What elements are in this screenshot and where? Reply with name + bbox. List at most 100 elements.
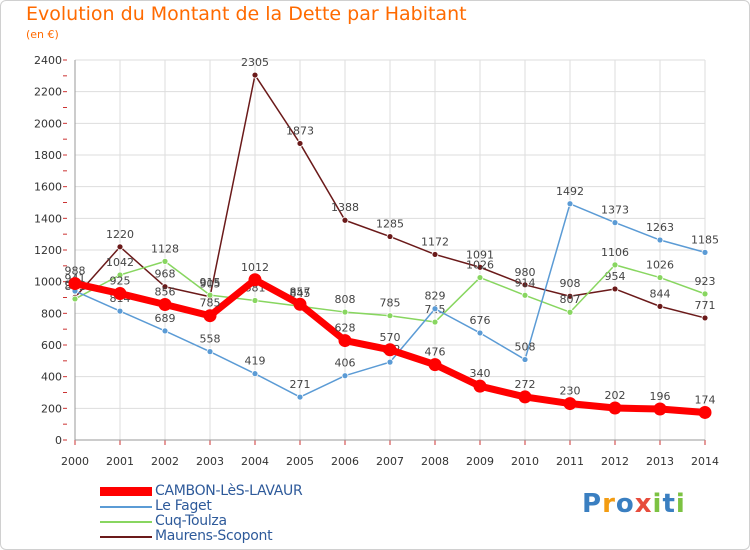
y-tick-label: 1800 (34, 149, 62, 162)
data-label-maurens-scopont: 954 (605, 270, 626, 283)
data-label-le-faget: 676 (470, 314, 491, 327)
data-point-maurens-scopont (611, 285, 619, 293)
data-point-maurens-scopont (251, 71, 259, 79)
data-point-maurens-scopont (296, 140, 304, 147)
data-point-cambon-l-s-lavaur (608, 401, 622, 415)
data-point-le-faget (251, 370, 259, 378)
x-tick-label: 2014 (691, 455, 719, 468)
data-label-cambon-l-s-lavaur: 174 (695, 393, 716, 406)
y-tick-label: 2400 (34, 54, 62, 67)
data-point-cambon-l-s-lavaur (338, 334, 352, 348)
x-tick-label: 2013 (646, 455, 674, 468)
data-label-maurens-scopont: 844 (650, 287, 671, 300)
data-point-maurens-scopont (656, 302, 664, 310)
data-point-le-faget (476, 329, 484, 337)
y-tick-label: 1400 (34, 212, 62, 225)
data-label-maurens-scopont: 968 (155, 268, 176, 281)
data-label-maurens-scopont: 1873 (286, 124, 314, 137)
data-point-cuq-toulza (161, 257, 169, 265)
x-tick-label: 2004 (241, 455, 269, 468)
data-label-cambon-l-s-lavaur: 196 (650, 390, 671, 403)
data-point-maurens-scopont (341, 216, 349, 224)
data-label-le-faget: 1492 (556, 185, 584, 198)
x-tick-label: 2011 (556, 455, 584, 468)
data-point-cambon-l-s-lavaur (698, 405, 712, 419)
data-label-cuq-toulza: 785 (380, 297, 401, 310)
data-label-cuq-toulza: 1026 (466, 259, 494, 272)
legend-swatch-le-faget (100, 506, 152, 508)
data-point-le-faget (566, 200, 574, 208)
data-label-cambon-l-s-lavaur: 988 (65, 265, 86, 278)
data-point-cuq-toulza (476, 274, 484, 281)
data-label-cambon-l-s-lavaur: 856 (155, 285, 176, 298)
data-point-cambon-l-s-lavaur (383, 343, 397, 357)
data-label-cuq-toulza: 1042 (106, 256, 134, 269)
data-label-le-faget: 508 (515, 341, 536, 354)
data-label-maurens-scopont: 980 (515, 266, 536, 279)
data-point-cambon-l-s-lavaur (158, 297, 172, 311)
data-label-cuq-toulza: 807 (560, 293, 581, 306)
data-point-le-faget (296, 393, 304, 401)
data-point-cuq-toulza (521, 291, 529, 299)
data-point-maurens-scopont (386, 233, 394, 240)
data-label-maurens-scopont: 908 (560, 277, 581, 290)
chart-title: Evolution du Montant de la Dette par Hab… (26, 3, 467, 25)
data-label-maurens-scopont: 1388 (331, 201, 359, 214)
data-point-maurens-scopont (116, 243, 124, 251)
legend-swatch-cambon (100, 487, 152, 496)
data-point-cuq-toulza (611, 261, 619, 269)
data-label-maurens-scopont: 1220 (106, 228, 134, 241)
logo-letter: r (602, 489, 616, 519)
data-point-maurens-scopont (161, 283, 169, 291)
data-point-cuq-toulza (71, 295, 79, 303)
y-tick-label: 400 (41, 371, 62, 384)
data-label-cambon-l-s-lavaur: 1012 (241, 261, 269, 274)
data-label-cambon-l-s-lavaur: 272 (515, 378, 536, 391)
data-label-cambon-l-s-lavaur: 785 (200, 297, 221, 310)
data-point-cambon-l-s-lavaur (68, 277, 82, 291)
data-point-le-faget (161, 327, 169, 335)
data-point-le-faget (701, 248, 709, 256)
y-tick-label: 2000 (34, 117, 62, 130)
data-point-cambon-l-s-lavaur (248, 273, 262, 287)
x-tick-label: 2005 (286, 455, 314, 468)
data-label-le-faget: 1263 (646, 221, 674, 234)
x-tick-label: 2008 (421, 455, 449, 468)
legend-label-maurens-scopont: Maurens-Scopont (155, 528, 273, 544)
data-label-le-faget: 689 (155, 312, 176, 325)
data-point-cuq-toulza (116, 271, 124, 279)
x-tick-label: 2006 (331, 455, 359, 468)
data-label-maurens-scopont: 1285 (376, 218, 404, 231)
data-point-le-faget (521, 356, 529, 363)
data-point-le-faget (656, 236, 664, 244)
x-tick-label: 2010 (511, 455, 539, 468)
data-label-cuq-toulza: 1128 (151, 242, 179, 255)
data-point-cuq-toulza (206, 291, 214, 299)
data-label-le-faget: 829 (425, 290, 446, 303)
y-tick-label: 2200 (34, 86, 62, 99)
proxiti-logo: Proxiti (582, 489, 686, 519)
data-point-cambon-l-s-lavaur (473, 379, 487, 393)
x-tick-label: 2001 (106, 455, 134, 468)
y-tick-label: 200 (41, 402, 62, 415)
data-point-maurens-scopont (701, 314, 709, 322)
data-label-maurens-scopont: 2305 (241, 56, 269, 69)
data-label-cambon-l-s-lavaur: 340 (470, 367, 491, 380)
y-tick-label: 800 (41, 307, 62, 320)
data-label-cuq-toulza: 845 (290, 287, 311, 300)
data-point-le-faget (431, 305, 439, 313)
y-tick-label: 0 (55, 434, 62, 447)
legend-swatch-cuq-toulza (100, 521, 152, 523)
chart-subtitle: (en €) (26, 28, 59, 41)
y-tick-label: 600 (41, 339, 62, 352)
data-label-cambon-l-s-lavaur: 570 (380, 331, 401, 344)
data-label-le-faget: 1185 (691, 233, 719, 246)
y-tick-label: 1600 (34, 181, 62, 194)
data-label-le-faget: 406 (335, 357, 356, 370)
data-label-maurens-scopont: 771 (695, 299, 716, 312)
data-point-cuq-toulza (566, 308, 574, 316)
data-label-cambon-l-s-lavaur: 628 (335, 322, 356, 335)
x-tick-label: 2007 (376, 455, 404, 468)
data-point-maurens-scopont (521, 281, 529, 289)
data-point-cuq-toulza (701, 290, 709, 298)
